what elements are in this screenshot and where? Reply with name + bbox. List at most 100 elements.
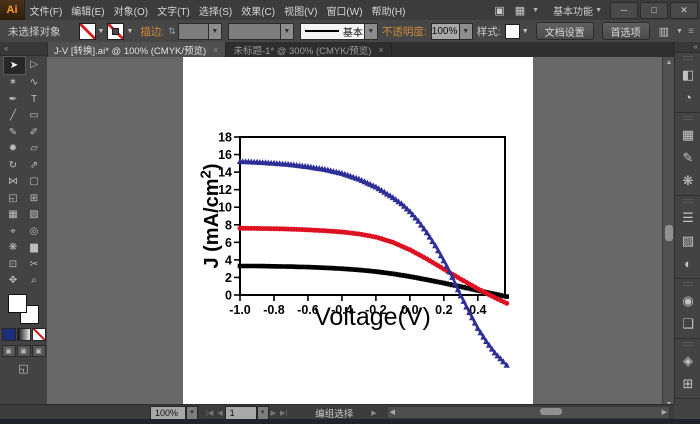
scroll-up-icon[interactable]: ▲ [665,59,673,66]
blend-tool-icon[interactable]: ◎ [29,225,39,237]
draw-behind-icon[interactable]: ▣ [16,345,31,357]
vertical-scroll-thumb[interactable] [664,225,673,241]
tools-collapse-icon[interactable]: « [0,42,47,56]
menu-文件[interactable]: 文件(F) [29,6,63,18]
scroll-right-icon[interactable]: ▶ [661,409,667,416]
style-caret-icon[interactable]: ▼ [521,27,529,35]
perspective-grid-tool-icon[interactable]: ⊞ [29,192,39,204]
symbols-panel-icon[interactable]: ❋ [682,172,694,188]
selection-tool-icon[interactable]: ➤ [2,56,26,75]
style-swatch[interactable] [504,23,520,39]
menu-效果[interactable]: 效果(C) [241,6,276,18]
first-artboard-icon[interactable]: |◀ [206,409,214,417]
graphic-styles-panel-icon[interactable]: ❏ [682,315,694,331]
swatches-panel-icon[interactable]: ▦ [681,126,695,142]
shape-builder-tool-icon[interactable]: ◱ [8,192,18,204]
scroll-left-icon[interactable]: ◀ [389,409,395,416]
fill-stroke-indicator[interactable] [0,292,47,326]
menu-选择[interactable]: 选择(S) [198,6,233,18]
gradient-panel-icon[interactable]: ▨ [681,232,695,248]
next-artboard-icon[interactable]: ▶ [270,409,276,417]
artboards-panel-icon[interactable]: ⊞ [682,375,694,391]
magic-wand-tool-icon[interactable]: ✶ [8,77,18,89]
blob-brush-tool-icon[interactable]: ✹ [8,143,18,155]
artboard-number-value[interactable]: 1 [224,405,257,420]
color-button[interactable] [1,328,16,341]
column-graph-tool-icon[interactable]: ▆ [30,242,38,254]
pencil-tool-icon[interactable]: ✐ [29,126,39,138]
color-panel-icon[interactable]: ◧ [681,66,695,82]
tab-close-icon[interactable]: × [378,44,384,55]
appearance-panel-icon[interactable]: ◉ [682,292,694,308]
artboard[interactable]: 0 2 4 6 8 10 12 14 16 18 -1.0 -0.8 -0.6 -0.4 -0.2 0.0 0.… [183,57,533,404]
document-setup-button[interactable]: 文档设置 [535,22,594,40]
menu-文字[interactable]: 文字(T) [157,6,190,18]
minimize-button[interactable]: ─ [610,1,638,19]
eraser-tool-icon[interactable]: ▱ [30,143,38,155]
opacity-panel-link[interactable]: 不透明度: [381,25,427,38]
width-tool-tool-icon[interactable]: ⋈ [8,176,18,188]
horizontal-scrollbar[interactable]: ◀ ▶ [386,406,670,419]
menu-帮助[interactable]: 帮助(H) [371,6,406,18]
bridge-icon[interactable]: ▣ [494,4,505,17]
zoom-tool-icon[interactable]: ⌕ [31,275,37,287]
workspace-switcher[interactable]: 基本功能 ▼ [553,6,602,18]
document-tab-2[interactable]: 未标题-1* @ 300% (CMYK/预览) × [226,42,392,57]
fill-color-swatch[interactable] [78,22,96,40]
transparency-panel-icon[interactable]: ◐ [684,256,692,271]
hand-tool-icon[interactable]: ✥ [8,275,18,287]
horizontal-scroll-thumb[interactable] [539,408,562,415]
none-button[interactable] [31,328,46,341]
fill-caret-icon[interactable]: ▼ [97,27,105,35]
share-icon[interactable]: ▥ [658,25,670,38]
free-transform-tool-icon[interactable]: ▢ [29,176,39,188]
paintbrush-tool-icon[interactable]: ✎ [8,126,18,138]
tab-close-icon[interactable]: × [213,44,219,55]
pen-tool-icon[interactable]: ✒ [8,93,18,105]
opacity-combo[interactable]: 100% ▼ [430,22,473,40]
line-segment-tool-icon[interactable]: ╱ [9,110,17,122]
brushes-panel-icon[interactable]: ✎ [682,149,694,165]
menu-视图[interactable]: 视图(V) [284,6,318,18]
width-profile-combo[interactable]: ▼ [227,22,294,40]
color-guide-panel-icon[interactable]: ◔ [684,90,692,105]
preferences-button[interactable]: 首选项 [601,22,650,40]
document-tab-1[interactable]: J-V [转换].ai* @ 100% (CMYK/预览) × [47,42,227,57]
arrange-documents-icon[interactable]: ▦ [514,4,526,17]
zoom-level-value[interactable]: 100% [150,405,186,420]
stroke-weight-combo[interactable]: ▼ [177,22,222,40]
share-caret-icon[interactable]: ▼ [676,27,683,35]
rectangle-tool-icon[interactable]: ▭ [29,110,39,122]
menu-窗口[interactable]: 窗口(W) [326,6,363,18]
symbol-sprayer-tool-icon[interactable]: ❋ [8,242,18,254]
status-popup-icon[interactable]: ▶ [371,409,377,417]
control-panel-menu-icon[interactable]: ≡ [688,25,694,37]
lasso-tool-icon[interactable]: ∿ [29,77,39,89]
rotate-tool-icon[interactable]: ↻ [8,159,18,171]
fill-swatch[interactable] [8,294,27,313]
eyedropper-tool-icon[interactable]: ⌖ [10,225,16,237]
zoom-caret-icon[interactable]: ▼ [186,405,198,420]
last-artboard-icon[interactable]: ▶| [279,409,288,417]
layers-panel-icon[interactable]: ◈ [683,352,693,368]
menu-对象[interactable]: 对象(O) [113,6,149,18]
brush-definition-combo[interactable]: 基本 ▼ [299,22,378,40]
dock-expand-icon[interactable]: « [675,42,700,53]
screen-mode-icon[interactable]: ◱ [18,363,29,375]
canvas[interactable]: 0 2 4 6 8 10 12 14 16 18 -1.0 -0.8 -0.6 -0.4 -0.2 0.0 0.… [47,57,662,404]
draw-normal-icon[interactable]: ▣ [1,345,16,357]
stroke-panel-icon[interactable]: ☰ [682,209,694,225]
direct-selection-tool-icon[interactable]: ▷ [30,58,38,70]
stroke-color-swatch[interactable] [107,22,125,40]
arrange-documents-caret-icon[interactable]: ▼ [532,6,540,14]
stroke-weight-stepper-icon[interactable]: ⇅ [168,25,176,36]
stroke-panel-link[interactable]: 描边: [140,25,165,38]
menu-编辑[interactable]: 编辑(E) [71,6,105,18]
stroke-caret-icon[interactable]: ▼ [126,27,134,35]
maximize-button[interactable]: □ [640,1,668,19]
artboard-tool-icon[interactable]: ⊡ [8,258,18,270]
gradient-tool-icon[interactable]: ▨ [29,209,39,221]
gradient-button[interactable] [16,328,31,341]
prev-artboard-icon[interactable]: ◀ [217,409,223,417]
close-button[interactable]: ✕ [670,1,698,19]
